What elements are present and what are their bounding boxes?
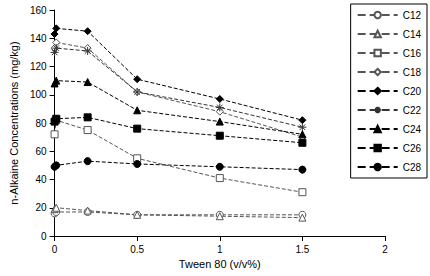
svg-text:n-Alkaine Concentrations (mg/k: n-Alkaine Concentrations (mg/kg)	[8, 41, 20, 204]
svg-text:C22: C22	[403, 105, 422, 116]
svg-text:C12: C12	[403, 10, 422, 21]
svg-text:80: 80	[35, 118, 47, 129]
svg-text:0.5: 0.5	[130, 244, 144, 255]
svg-text:C18: C18	[403, 67, 422, 78]
svg-text:C28: C28	[403, 162, 422, 173]
svg-text:140: 140	[30, 33, 47, 44]
svg-text:C26: C26	[403, 143, 422, 154]
svg-text:2: 2	[382, 244, 388, 255]
svg-text:1: 1	[217, 244, 223, 255]
svg-text:0: 0	[41, 231, 47, 242]
svg-text:C14: C14	[403, 29, 422, 40]
svg-text:100: 100	[30, 89, 47, 100]
svg-text:C16: C16	[403, 48, 422, 59]
svg-text:Tween 80 (v/v%): Tween 80 (v/v%)	[179, 258, 261, 270]
svg-text:20: 20	[35, 202, 47, 213]
svg-text:120: 120	[30, 61, 47, 72]
svg-text:60: 60	[35, 146, 47, 157]
svg-text:40: 40	[35, 174, 47, 185]
svg-text:1.5: 1.5	[295, 244, 309, 255]
svg-text:C24: C24	[403, 124, 422, 135]
svg-text:0: 0	[52, 244, 58, 255]
svg-text:160: 160	[30, 5, 47, 16]
svg-text:C20: C20	[403, 86, 422, 97]
